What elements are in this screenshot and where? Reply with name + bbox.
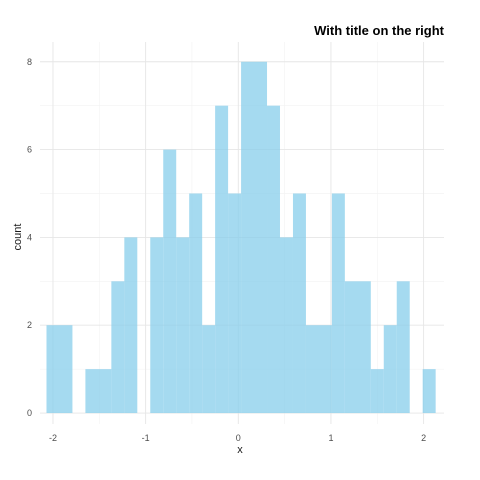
histogram-bar [202,325,216,414]
y-tick-label: 4 [27,232,32,242]
histogram-bar [422,369,436,414]
histogram-bar [331,193,345,414]
histogram-bar [370,369,384,414]
histogram-bar [176,237,190,414]
y-axis-title: count [12,224,24,251]
x-tick-label: 0 [236,433,241,443]
histogram-bar [344,281,371,414]
histogram-bar [215,105,229,414]
histogram-bar [279,237,293,414]
x-tick-label: -2 [49,433,57,443]
x-tick-label: 2 [421,433,426,443]
y-tick-label: 2 [27,320,32,330]
histogram-bar [241,61,268,414]
x-axis-title: x [237,444,243,456]
x-tick-label: 1 [328,433,333,443]
x-tick-label: -1 [142,433,150,443]
histogram-bar [150,237,164,414]
histogram-bar [46,325,73,414]
y-axis-ticks: 0 2 4 6 8 [27,57,32,418]
y-tick-label: 8 [27,57,32,67]
histogram-bar [228,193,242,414]
histogram-bar [85,369,112,414]
histogram-bar [292,193,306,414]
histogram-bar [383,325,397,414]
chart-title: With title on the right [314,23,445,38]
histogram-bar [189,193,203,414]
histogram-bars [46,61,436,414]
histogram-bar [305,325,332,414]
x-axis-ticks: -2 -1 0 1 2 [49,433,426,443]
histogram-bar [124,237,138,414]
histogram-bar [267,105,280,414]
histogram-bar [163,149,177,414]
histogram-bar [111,281,125,414]
y-tick-label: 0 [27,408,32,418]
histogram-bar [396,281,410,414]
y-tick-label: 6 [27,145,32,155]
